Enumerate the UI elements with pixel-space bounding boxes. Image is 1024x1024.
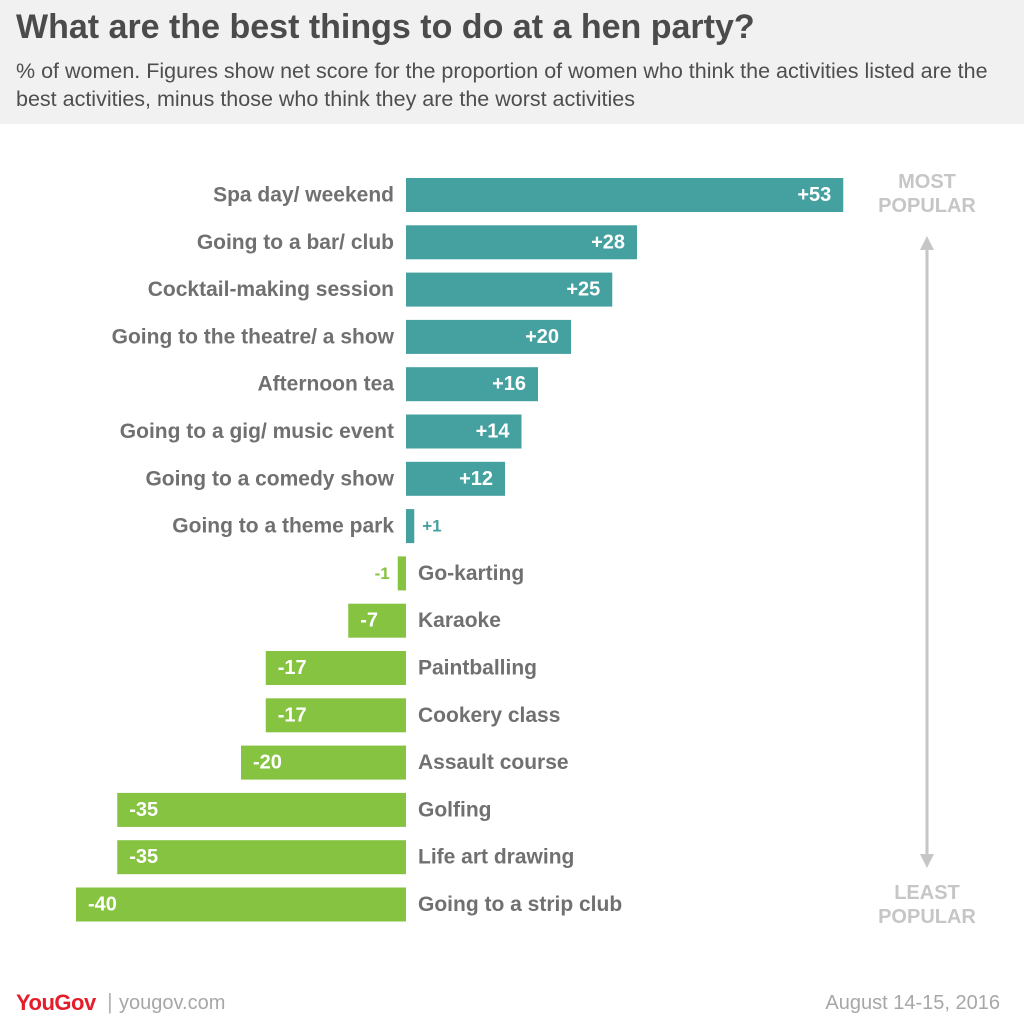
value-label-14: -35 — [129, 846, 158, 868]
bar-5 — [406, 414, 522, 449]
header-band: What are the best things to do at a hen … — [0, 0, 1024, 124]
category-label-11: Cookery class — [418, 704, 560, 727]
bar-1 — [406, 225, 637, 260]
category-label-14: Life art drawing — [418, 846, 574, 869]
bar-2 — [406, 272, 613, 307]
category-label-8: Go-karting — [418, 562, 524, 585]
category-label-5: Going to a gig/ music event — [120, 420, 394, 443]
category-label-15: Going to a strip club — [418, 893, 622, 916]
least-popular-label-1: POPULAR — [878, 906, 976, 928]
bar-11 — [265, 698, 406, 733]
category-label-0: Spa day/ weekend — [213, 184, 394, 207]
value-label-10: -17 — [278, 657, 307, 679]
value-label-13: -35 — [129, 799, 158, 821]
value-label-15: -40 — [88, 894, 117, 916]
most-popular-label-0: MOST — [898, 171, 956, 193]
category-label-13: Golfing — [418, 798, 491, 821]
category-label-2: Cocktail-making session — [148, 278, 394, 301]
bar-0 — [406, 178, 844, 212]
bar-9 — [348, 603, 406, 638]
arrow-down-head — [920, 854, 934, 868]
value-label-0: +53 — [797, 184, 831, 206]
bar-12 — [241, 745, 406, 780]
category-label-9: Karaoke — [418, 609, 501, 632]
value-label-4: +16 — [492, 373, 526, 395]
yougov-logo: YouGov — [16, 990, 96, 1015]
bar-4 — [406, 367, 538, 402]
category-label-3: Going to the theatre/ a show — [112, 325, 395, 348]
category-label-6: Going to a comedy show — [145, 467, 394, 490]
category-label-7: Going to a theme park — [172, 515, 394, 538]
bar-8 — [397, 556, 406, 591]
footer-separator: | — [107, 989, 113, 1014]
bar-13 — [117, 792, 406, 827]
chart-title: What are the best things to do at a hen … — [16, 8, 755, 46]
footer-site-link[interactable]: yougov.com — [119, 992, 226, 1014]
value-label-12: -20 — [253, 752, 282, 774]
bar-10 — [265, 651, 406, 685]
value-label-2: +25 — [566, 279, 600, 301]
value-label-11: -17 — [278, 704, 307, 726]
category-label-12: Assault course — [418, 751, 569, 774]
least-popular-label-0: LEAST — [894, 882, 960, 904]
value-label-1: +28 — [591, 231, 625, 253]
arrow-up-head — [920, 236, 934, 250]
value-label-3: +20 — [525, 326, 559, 348]
category-label-10: Paintballing — [418, 657, 537, 680]
category-label-4: Afternoon tea — [258, 373, 395, 396]
footer-date: August 14-15, 2016 — [825, 992, 1000, 1014]
bars-layer: Spa day/ weekend +53 Going to a bar/ club +… — [76, 178, 844, 922]
bar-chart: Spa day/ weekend +53 Going to a bar/ club +… — [76, 171, 976, 928]
bar-3 — [406, 319, 571, 354]
bar-15 — [76, 887, 406, 922]
most-popular-label-1: POPULAR — [878, 195, 976, 217]
value-label-8: -1 — [375, 564, 390, 583]
value-label-9: -7 — [360, 610, 378, 632]
bar-14 — [117, 840, 406, 875]
value-label-6: +12 — [459, 468, 493, 490]
bar-7 — [406, 509, 415, 544]
value-label-5: +14 — [476, 421, 511, 443]
chart-subtitle: % of women. Figures show net score for t… — [16, 59, 988, 111]
category-label-1: Going to a bar/ club — [197, 231, 394, 254]
value-label-7: +1 — [422, 517, 441, 536]
bar-6 — [406, 461, 505, 496]
